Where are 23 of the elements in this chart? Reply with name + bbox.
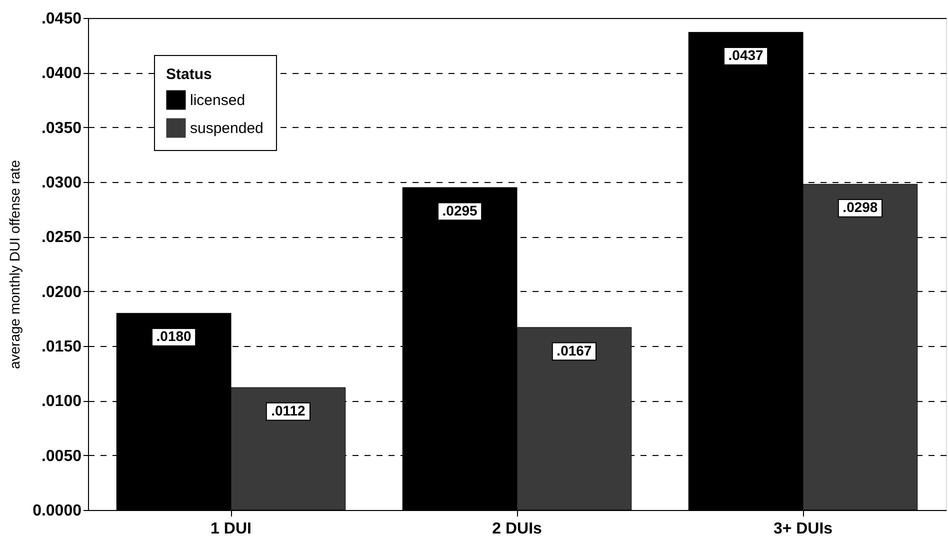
y-tick-label: .0050 [41,448,82,465]
y-tick-label: .0400 [41,65,82,82]
y-tick-label: .0250 [41,229,82,246]
y-tick-label: 0.0000 [32,502,82,520]
data-label: .0298 [842,199,878,216]
y-tick-label: .0350 [41,120,82,137]
y-axis-title: average monthly DUI offense rate [6,160,23,370]
data-label: .0112 [271,402,306,419]
x-tick-label: 1 DUI [210,520,252,538]
data-label: .0180 [156,328,192,344]
x-tick-label: 3+ DUIs [773,520,833,538]
y-tick-label: .0200 [41,284,82,301]
x-tick-label: 2 DUIs [492,520,542,538]
legend-label: suspended [190,120,264,137]
y-tick-label: .0300 [41,174,82,192]
data-label: .0437 [728,47,764,64]
legend-label: licensed [190,92,246,109]
data-label: .0295 [442,202,478,218]
legend-title: Status [166,66,212,83]
y-tick-label: .0150 [41,338,82,356]
data-label: .0167 [556,342,592,358]
y-tick-label: .0100 [41,393,82,410]
y-tick-label: .0450 [41,10,82,28]
